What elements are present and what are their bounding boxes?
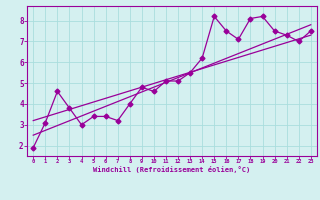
X-axis label: Windchill (Refroidissement éolien,°C): Windchill (Refroidissement éolien,°C) [93,166,251,173]
